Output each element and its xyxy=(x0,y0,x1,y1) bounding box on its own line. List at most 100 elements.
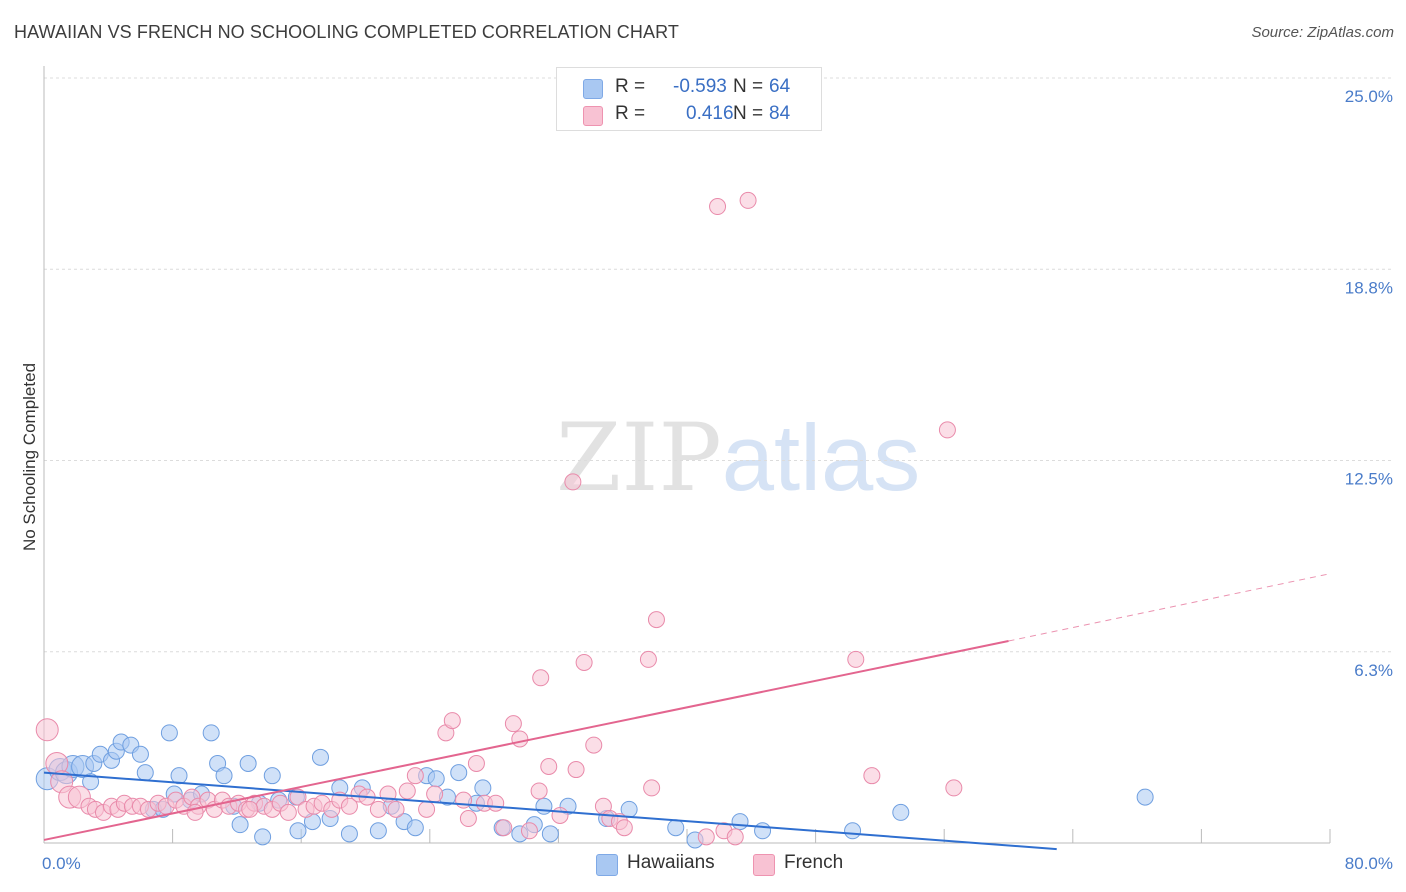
point-hawaiians xyxy=(535,797,553,815)
point-french xyxy=(697,828,715,846)
point-french xyxy=(418,800,436,818)
point-french xyxy=(495,819,513,837)
point-french xyxy=(863,767,881,785)
legend-n-value: 84 xyxy=(769,103,791,124)
source-label: Source: ZipAtlas.com xyxy=(1251,24,1394,41)
watermark-zip: ZIP xyxy=(556,404,722,513)
point-french xyxy=(387,800,405,818)
y-axis-label: No Schooling Completed xyxy=(20,363,39,551)
point-hawaiians xyxy=(160,724,178,742)
watermark: ZIPatlas xyxy=(556,404,920,513)
point-french xyxy=(709,198,727,216)
point-hawaiians xyxy=(340,825,358,843)
point-french xyxy=(639,650,657,668)
point-french xyxy=(520,822,538,840)
trend-line-dashed-french xyxy=(1008,573,1331,642)
point-hawaiians xyxy=(215,767,233,785)
data-points xyxy=(35,191,1154,849)
point-french xyxy=(487,794,505,812)
point-french xyxy=(575,653,593,671)
point-hawaiians xyxy=(474,779,492,797)
point-hawaiians xyxy=(844,822,862,840)
legend-n-value: 64 xyxy=(769,76,791,97)
point-french xyxy=(426,785,444,803)
y-tick-label: 12.5% xyxy=(1345,470,1393,489)
point-hawaiians xyxy=(541,825,559,843)
watermark-atlas: atlas xyxy=(721,405,921,510)
point-french xyxy=(467,754,485,772)
point-french xyxy=(504,715,522,733)
tick-labels: 6.3% 12.5% 18.8% 25.0% 0.0% 80.0% xyxy=(42,87,1393,873)
point-french xyxy=(647,611,665,629)
point-french xyxy=(938,421,956,439)
legend-r-label: R = xyxy=(615,76,646,97)
point-french xyxy=(945,779,963,797)
point-french xyxy=(847,650,865,668)
point-french xyxy=(406,767,424,785)
legend-r-label: R = xyxy=(615,103,646,124)
legend-swatch-french xyxy=(583,106,603,126)
point-french xyxy=(540,758,558,775)
point-french xyxy=(443,712,461,730)
point-hawaiians xyxy=(254,828,272,846)
legend-label-french: French xyxy=(784,852,844,873)
point-french xyxy=(739,191,757,209)
legend-swatch-hawaiians xyxy=(596,854,618,876)
point-hawaiians xyxy=(406,819,424,837)
point-hawaiians xyxy=(731,813,749,831)
point-hawaiians xyxy=(892,803,910,821)
point-french xyxy=(398,782,416,800)
legend-n-label: N = xyxy=(733,103,764,124)
point-hawaiians xyxy=(239,754,257,772)
point-hawaiians xyxy=(667,819,685,837)
legend-swatch-french xyxy=(753,854,775,876)
point-french xyxy=(551,806,569,824)
point-hawaiians xyxy=(754,822,772,840)
y-tick-label: 25.0% xyxy=(1345,87,1393,106)
point-french xyxy=(35,718,59,742)
correlation-legend: R = -0.593 N = 64 R = 0.416 N = 84 xyxy=(556,67,822,131)
x-tick-label: 80.0% xyxy=(1345,854,1393,873)
legend-swatch-hawaiians xyxy=(583,79,603,99)
point-french xyxy=(726,828,744,846)
point-french xyxy=(643,779,661,797)
point-french xyxy=(585,736,603,754)
point-hawaiians xyxy=(131,745,149,763)
grid-lines xyxy=(44,77,1392,653)
point-french xyxy=(279,803,297,821)
legend-r-value: -0.593 xyxy=(673,76,727,97)
y-tick-label: 18.8% xyxy=(1345,278,1393,297)
trend-lines xyxy=(43,573,1331,851)
point-french xyxy=(340,797,358,815)
point-hawaiians xyxy=(289,822,307,840)
x-tick-label: 0.0% xyxy=(42,854,81,873)
legend-r-value: 0.416 xyxy=(686,103,734,124)
point-hawaiians xyxy=(1136,788,1154,806)
point-hawaiians xyxy=(231,816,249,834)
point-french xyxy=(241,800,259,818)
point-french xyxy=(567,761,585,779)
point-hawaiians xyxy=(82,773,100,791)
point-french xyxy=(459,810,477,828)
point-french xyxy=(455,791,473,809)
chart-title: HAWAIIAN VS FRENCH NO SCHOOLING COMPLETE… xyxy=(14,22,679,42)
legend-label-hawaiians: Hawaiians xyxy=(627,852,715,873)
point-hawaiians xyxy=(369,822,387,840)
point-hawaiians xyxy=(450,764,468,782)
legend-n-label: N = xyxy=(733,76,764,97)
point-french xyxy=(532,669,550,687)
point-french xyxy=(530,782,548,800)
point-hawaiians xyxy=(427,770,445,788)
point-hawaiians xyxy=(311,748,329,766)
point-french xyxy=(564,473,582,491)
point-hawaiians xyxy=(136,764,154,782)
point-hawaiians xyxy=(202,724,220,742)
point-french xyxy=(511,730,529,748)
trend-line-hawaiians xyxy=(43,771,1057,851)
point-hawaiians xyxy=(263,767,281,785)
trend-line-french xyxy=(43,640,1009,841)
y-tick-label: 6.3% xyxy=(1354,661,1393,680)
point-french xyxy=(369,800,387,818)
point-french xyxy=(615,819,633,837)
